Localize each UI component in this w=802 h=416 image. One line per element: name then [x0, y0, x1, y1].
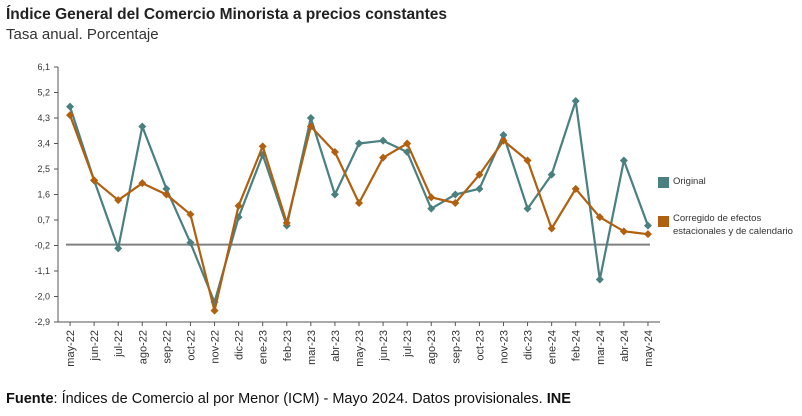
corrected-point [571, 184, 580, 193]
x-tick-label: oct-22 [185, 330, 197, 361]
original-point [114, 244, 123, 253]
original-point [547, 170, 556, 179]
source-note: Fuente: Índices de Comercio al por Menor… [6, 391, 571, 407]
original-point [595, 275, 604, 284]
corrected-point [619, 227, 628, 236]
corrected-point [523, 156, 532, 165]
corrected-point [643, 230, 652, 239]
original-point [379, 136, 388, 145]
original-point [162, 184, 171, 193]
source-org: INE [546, 391, 571, 407]
y-tick-label: -0,2 [34, 241, 50, 251]
y-tick-label: 2,5 [37, 164, 50, 174]
x-tick-label: dic-22 [234, 330, 246, 360]
corrected-point [162, 190, 171, 199]
corrected-point [90, 176, 99, 185]
y-tick-label: -2,9 [34, 317, 50, 327]
x-tick-label: sep-22 [161, 330, 173, 364]
original-point [571, 97, 580, 105]
x-tick-label: nov-23 [498, 330, 510, 364]
x-tick-label: mar-24 [595, 330, 607, 365]
y-tick-label: 4,3 [37, 113, 50, 123]
x-tick-label: feb-23 [282, 330, 294, 361]
x-tick-label: feb-24 [571, 330, 583, 361]
source-label: Fuente [6, 391, 54, 407]
corrected-point [330, 148, 339, 156]
legend-original-swatch [658, 177, 669, 188]
corrected-point [234, 201, 243, 210]
x-tick-label: may-24 [643, 330, 655, 367]
corrected-point [403, 139, 412, 148]
corrected-point [258, 142, 267, 151]
corrected-point [475, 170, 484, 179]
corrected-point [282, 218, 291, 227]
original-point [66, 102, 75, 111]
original-point [427, 204, 436, 213]
x-tick-label: mar-23 [306, 330, 318, 365]
y-tick-label: 3,4 [37, 139, 50, 149]
y-tick-label: 6,1 [37, 62, 50, 72]
x-tick-label: may-23 [354, 330, 366, 367]
original-point [306, 114, 315, 122]
corrected-point [306, 122, 315, 131]
original-point [643, 221, 652, 230]
original-point [523, 204, 532, 213]
corrected-point [451, 199, 460, 207]
x-tick-label: jul-22 [113, 330, 125, 358]
x-tick-label: ene-24 [547, 330, 559, 364]
chart-title: Índice General del Comercio Minorista a … [6, 6, 448, 23]
corrected-point [355, 199, 363, 207]
x-tick-label: sep-23 [450, 330, 462, 364]
y-tick-label: 0,7 [37, 215, 50, 225]
legend-corrected-swatch [658, 216, 669, 227]
original-point [138, 122, 147, 131]
original-point [451, 190, 460, 199]
corrected-point [547, 224, 556, 233]
x-tick-label: ago-22 [137, 330, 149, 364]
x-tick-label: abr-23 [330, 330, 342, 362]
legend-original-label: Original [673, 176, 706, 187]
x-tick-label: ene-23 [258, 330, 270, 364]
x-tick-label: ago-23 [426, 330, 438, 364]
original-point [475, 184, 484, 193]
y-tick-label: 5,2 [37, 88, 50, 98]
corrected-point [499, 136, 508, 145]
x-tick-label: oct-23 [474, 330, 486, 361]
corrected-point [138, 179, 147, 188]
corrected-point [186, 210, 195, 219]
corrected-point [595, 213, 604, 222]
x-tick-label: abr-24 [619, 330, 631, 362]
x-tick-label: dic-23 [523, 330, 535, 360]
x-tick-label: jun-22 [89, 330, 101, 362]
corrected-point [427, 193, 436, 202]
x-tick-label: jun-23 [378, 330, 390, 362]
x-tick-label: may-22 [65, 330, 77, 367]
original-point [355, 139, 363, 148]
legend-corrected-label: Corregido de efectos estacionales y de c… [673, 213, 793, 237]
x-tick-label: nov-22 [210, 330, 222, 364]
corrected-point [210, 306, 219, 315]
x-tick-label: jul-23 [402, 330, 414, 358]
original-point [619, 156, 628, 165]
y-tick-label: -1,1 [34, 266, 50, 276]
original-point [186, 238, 195, 247]
original-point [499, 131, 508, 139]
source-text: : Índices de Comercio al por Menor (ICM)… [53, 391, 547, 407]
original-point [330, 190, 339, 199]
corrected-point [379, 153, 388, 162]
corrected-point [66, 111, 75, 120]
y-tick-label: 1,6 [37, 190, 50, 200]
chart: 6,1 5,2 4,3 3,4 2,5 1,6 0,7 -0,2 -1,1 -2,0 -2,9 may… [34, 62, 660, 367]
corrected-point [114, 196, 123, 205]
chart-subtitle: Tasa anual. Porcentaje [6, 26, 159, 43]
y-tick-label: -2,0 [34, 292, 50, 302]
